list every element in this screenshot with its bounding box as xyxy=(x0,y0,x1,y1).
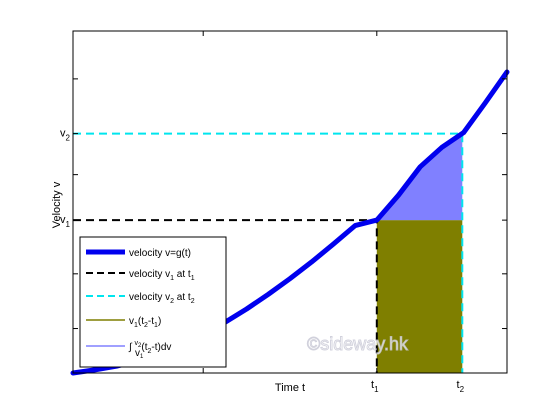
watermark: ©sideway.hk xyxy=(307,334,409,354)
y-tick-label-v2: v2 xyxy=(60,128,71,143)
x-tick-labels: t1 t2 xyxy=(371,379,465,394)
plot-frame xyxy=(72,30,508,374)
legend-integral-lower-limit: v1 xyxy=(135,348,144,360)
x-tick-label-t2: t2 xyxy=(457,379,465,394)
legend-label-1: velocity v=g(t) xyxy=(129,248,191,259)
y-tick-label-v1: v1 xyxy=(60,214,71,229)
x-axis-label: Time t xyxy=(275,382,305,394)
axis-ticks xyxy=(73,31,507,373)
y-axis-label: Velocity v xyxy=(51,181,63,228)
y-tick-labels: v2 v1 xyxy=(60,128,71,230)
legend: velocity v=g(t) velocity v1 at t1 velocity… xyxy=(79,236,227,368)
legend-label-2: velocity v1 at t1 xyxy=(129,269,195,282)
legend-label-4: v1(t2-t1) xyxy=(129,316,161,329)
rectangle-area-v1-t2-t1 xyxy=(376,220,463,373)
x-tick-label-t1: t1 xyxy=(371,379,379,394)
legend-label-3: velocity v2 at t2 xyxy=(129,292,195,305)
v2-t2-dashed-line xyxy=(73,132,464,373)
legend-label-5: ∫ v2(t2-t)dv xyxy=(128,340,171,355)
